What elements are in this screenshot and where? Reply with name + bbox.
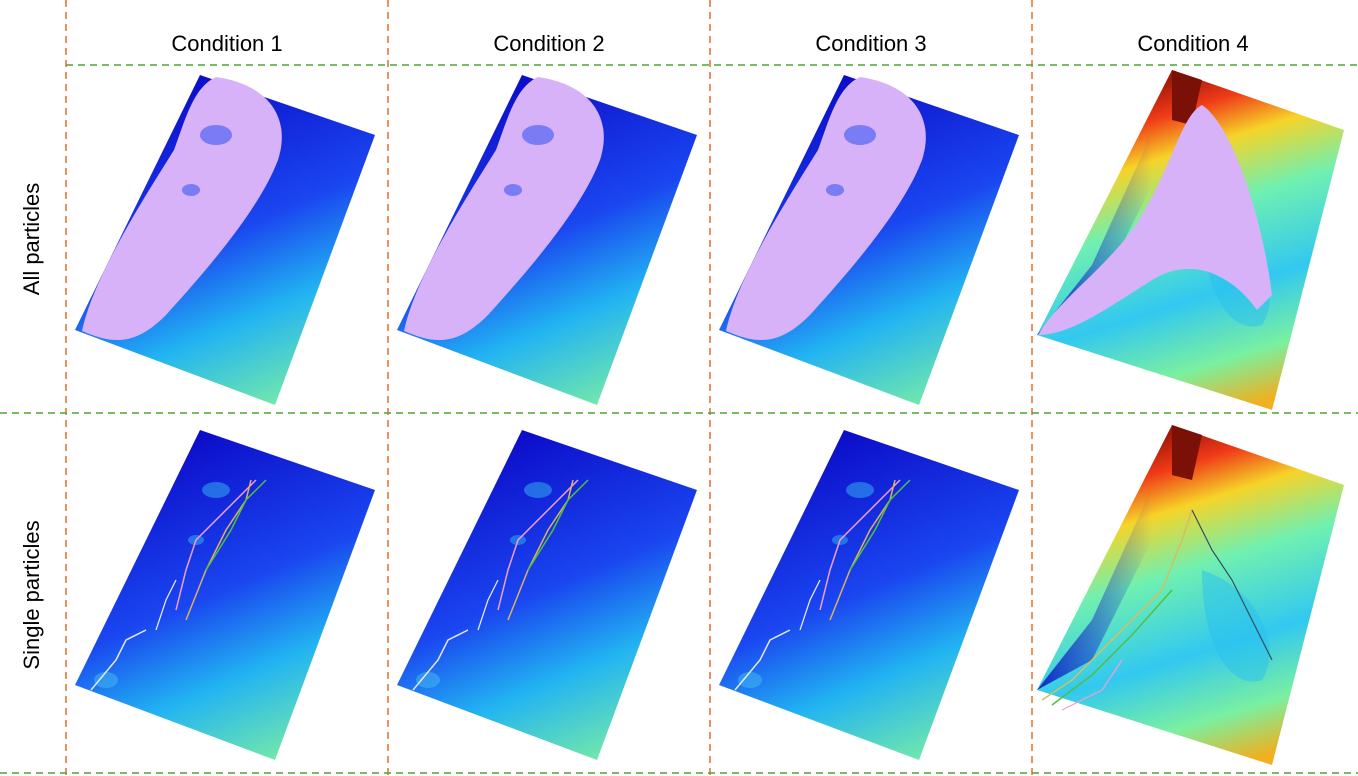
panel <box>75 430 375 760</box>
panel <box>719 75 1019 405</box>
column-header: Condition 3 <box>815 31 926 56</box>
column-header: Condition 2 <box>493 31 604 56</box>
panel <box>397 75 697 405</box>
panel <box>397 430 697 760</box>
row-label: All particles <box>19 183 44 295</box>
panel <box>719 430 1019 760</box>
column-header: Condition 1 <box>171 31 282 56</box>
panel <box>1037 70 1344 410</box>
panel <box>75 75 375 405</box>
row-label: Single particles <box>19 520 44 669</box>
column-header: Condition 4 <box>1137 31 1248 56</box>
panel <box>1037 425 1344 765</box>
figure: Condition 1 Condition 2 Condition 3 Cond… <box>0 0 1358 776</box>
